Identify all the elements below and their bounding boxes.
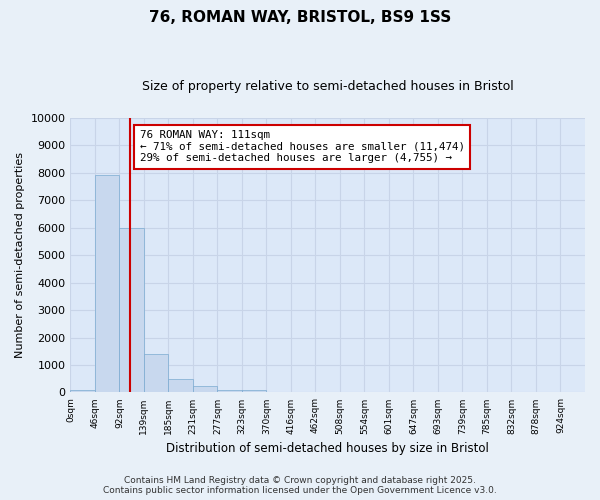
Text: Contains HM Land Registry data © Crown copyright and database right 2025.
Contai: Contains HM Land Registry data © Crown c… <box>103 476 497 495</box>
Bar <box>144 354 169 393</box>
Bar <box>119 228 144 392</box>
Title: Size of property relative to semi-detached houses in Bristol: Size of property relative to semi-detach… <box>142 80 514 93</box>
Bar <box>217 390 242 392</box>
Bar <box>193 386 217 392</box>
Bar <box>169 378 193 392</box>
Text: 76 ROMAN WAY: 111sqm
← 71% of semi-detached houses are smaller (11,474)
29% of s: 76 ROMAN WAY: 111sqm ← 71% of semi-detac… <box>140 130 465 164</box>
Bar <box>70 390 95 392</box>
Y-axis label: Number of semi-detached properties: Number of semi-detached properties <box>15 152 25 358</box>
Bar <box>95 176 119 392</box>
X-axis label: Distribution of semi-detached houses by size in Bristol: Distribution of semi-detached houses by … <box>166 442 489 455</box>
Text: 76, ROMAN WAY, BRISTOL, BS9 1SS: 76, ROMAN WAY, BRISTOL, BS9 1SS <box>149 10 451 25</box>
Bar <box>242 390 266 392</box>
